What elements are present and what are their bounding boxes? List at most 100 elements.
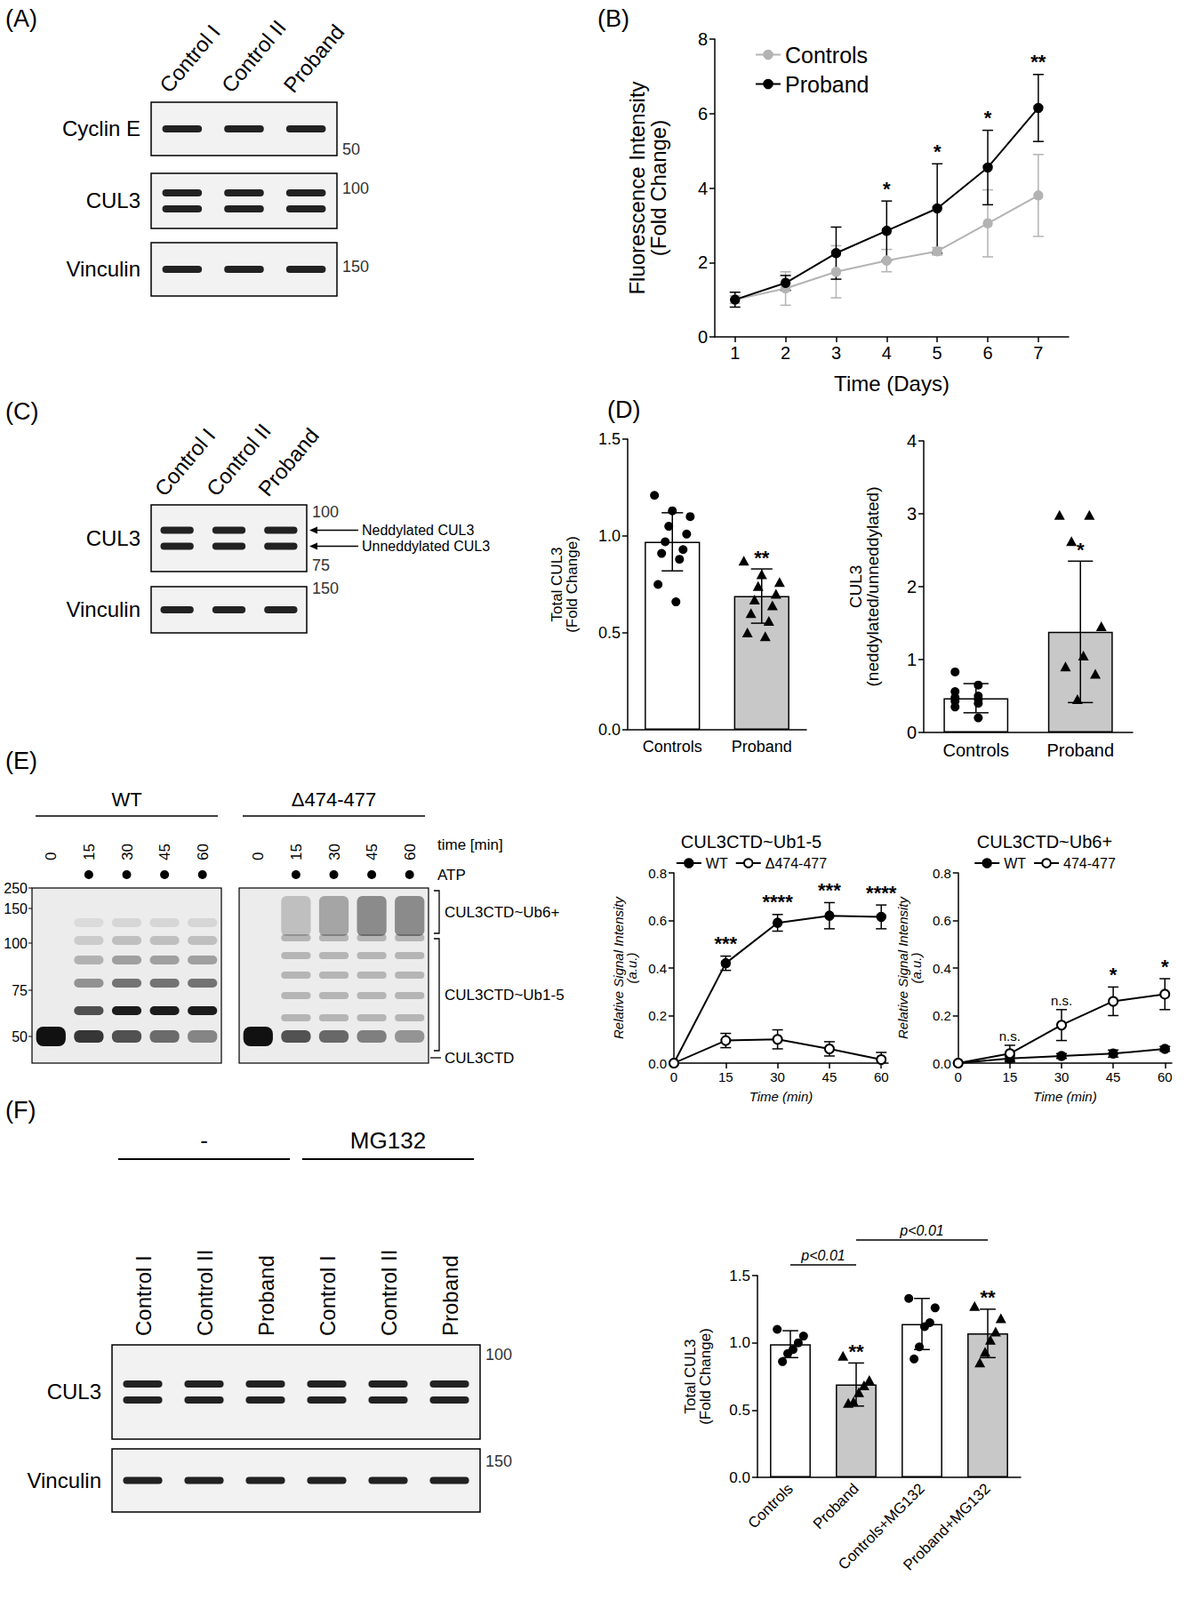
svg-text:time [min]: time [min]: [437, 836, 504, 854]
svg-text:50: 50: [342, 140, 361, 159]
svg-text:0: 0: [954, 1069, 962, 1085]
svg-text:6: 6: [982, 343, 993, 363]
svg-text:0.8: 0.8: [648, 865, 667, 882]
svg-text:30: 30: [326, 843, 344, 861]
svg-text:Δ474-477: Δ474-477: [291, 788, 377, 811]
svg-text:4: 4: [906, 431, 917, 451]
svg-text:Vinculin: Vinculin: [65, 597, 141, 622]
svg-text:WT: WT: [1003, 856, 1026, 872]
svg-text:0: 0: [42, 852, 60, 861]
svg-text:*: *: [984, 106, 993, 129]
svg-text:Control I: Control I: [154, 19, 225, 97]
svg-text:0: 0: [249, 852, 267, 861]
svg-text:4: 4: [881, 343, 892, 363]
svg-text:75: 75: [312, 556, 330, 575]
svg-text:(A): (A): [5, 5, 38, 33]
svg-text:CUL3CTD~Ub1-5: CUL3CTD~Ub1-5: [681, 832, 822, 852]
svg-text:-: -: [200, 1127, 209, 1154]
svg-text:***: ***: [817, 879, 842, 902]
svg-text:CUL3: CUL3: [846, 565, 866, 610]
svg-text:CUL3CTD~Ub6+: CUL3CTD~Ub6+: [977, 832, 1113, 852]
svg-text:Unneddylated CUL3: Unneddylated CUL3: [361, 538, 490, 554]
svg-text:Proband: Proband: [253, 423, 324, 501]
svg-text:(B): (B): [597, 5, 630, 33]
svg-text:Fluorescence Intensity: Fluorescence Intensity: [625, 80, 650, 295]
svg-text:Time (min): Time (min): [749, 1089, 814, 1105]
svg-text:Time (min): Time (min): [1033, 1089, 1098, 1105]
svg-text:0.0: 0.0: [729, 1469, 751, 1487]
svg-text:100: 100: [342, 179, 369, 198]
svg-text:0.0: 0.0: [932, 1056, 952, 1072]
svg-text:Proband: Proband: [731, 737, 793, 756]
svg-text:150: 150: [485, 1452, 513, 1471]
svg-text:0.0: 0.0: [598, 721, 621, 739]
svg-text:3: 3: [906, 504, 917, 524]
svg-text:1.0: 1.0: [598, 527, 621, 545]
svg-text:Neddylated CUL3: Neddylated CUL3: [361, 522, 474, 538]
svg-text:Proband: Proband: [278, 19, 349, 97]
svg-text:0.8: 0.8: [932, 865, 952, 882]
svg-text:1.5: 1.5: [729, 1267, 751, 1285]
svg-text:60: 60: [873, 1069, 890, 1085]
svg-text:60: 60: [401, 843, 419, 861]
svg-text:Controls: Controls: [943, 740, 1010, 761]
svg-text:**: **: [848, 1340, 865, 1363]
svg-text:Proband: Proband: [1046, 740, 1114, 761]
svg-text:474-477: 474-477: [1063, 856, 1116, 872]
svg-text:***: ***: [713, 932, 738, 955]
svg-text:Cyclin E: Cyclin E: [62, 116, 141, 141]
svg-text:*: *: [1161, 955, 1170, 978]
svg-text:Vinculin: Vinculin: [65, 256, 141, 281]
svg-text:(D): (D): [607, 396, 641, 424]
svg-text:Control II: Control II: [376, 1250, 401, 1337]
svg-text:2: 2: [780, 343, 791, 363]
svg-text:*: *: [882, 177, 891, 201]
svg-text:p<0.01: p<0.01: [800, 1248, 845, 1264]
svg-text:0: 0: [670, 1069, 678, 1085]
svg-text:0: 0: [697, 327, 708, 347]
svg-text:(a.u.): (a.u.): [908, 952, 924, 984]
svg-text:(Fold Change): (Fold Change): [563, 536, 581, 634]
svg-text:Time (Days): Time (Days): [833, 371, 950, 396]
svg-text:****: ****: [865, 881, 898, 905]
svg-text:Control I: Control I: [315, 1255, 340, 1337]
svg-text:0.4: 0.4: [932, 961, 952, 977]
svg-text:(F): (F): [5, 1097, 36, 1124]
svg-text:45: 45: [822, 1069, 838, 1085]
svg-text:*: *: [933, 140, 942, 163]
svg-text:100: 100: [312, 503, 339, 521]
svg-text:Controls: Controls: [785, 42, 868, 68]
svg-text:Controls: Controls: [745, 1480, 797, 1532]
svg-text:n.s.: n.s.: [999, 1028, 1021, 1044]
svg-text:3: 3: [831, 343, 842, 363]
svg-text:0.0: 0.0: [648, 1056, 667, 1072]
svg-text:45: 45: [156, 843, 174, 861]
svg-text:*: *: [1109, 963, 1118, 986]
svg-text:0.6: 0.6: [648, 913, 667, 929]
svg-text:4: 4: [697, 178, 708, 199]
svg-text:0.2: 0.2: [932, 1008, 952, 1024]
svg-text:0.2: 0.2: [648, 1008, 667, 1024]
svg-text:1.0: 1.0: [729, 1334, 751, 1352]
svg-text:30: 30: [119, 843, 137, 861]
svg-text:1: 1: [729, 343, 740, 363]
svg-text:(a.u.): (a.u.): [624, 952, 640, 984]
svg-text:MG132: MG132: [350, 1127, 426, 1154]
svg-text:15: 15: [1002, 1069, 1018, 1085]
svg-text:**: **: [979, 1286, 996, 1309]
svg-text:2: 2: [906, 576, 917, 597]
svg-text:15: 15: [718, 1069, 734, 1085]
svg-text:(C): (C): [5, 398, 39, 425]
svg-text:150: 150: [342, 257, 369, 276]
svg-text:30: 30: [1054, 1069, 1070, 1085]
svg-text:CUL3CTD~Ub6+: CUL3CTD~Ub6+: [444, 904, 561, 922]
svg-text:ATP: ATP: [437, 866, 466, 884]
svg-text:8: 8: [697, 29, 708, 49]
svg-text:p<0.01: p<0.01: [898, 1223, 944, 1239]
svg-text:45: 45: [1105, 1069, 1122, 1085]
svg-text:7: 7: [1033, 343, 1043, 363]
svg-text:250: 250: [3, 881, 28, 897]
svg-text:1.5: 1.5: [598, 430, 621, 449]
svg-text:1: 1: [906, 649, 917, 670]
svg-text:WT: WT: [705, 856, 729, 872]
